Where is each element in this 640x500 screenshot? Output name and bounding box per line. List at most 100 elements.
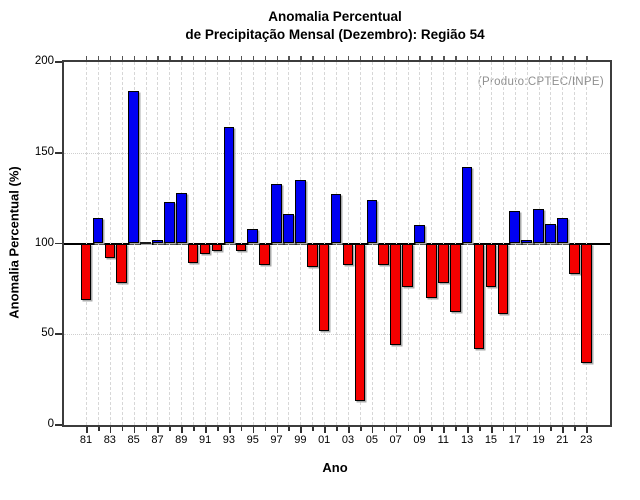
x-tick-mark-13 [467,427,469,433]
x-tick-label-23: 23 [580,434,593,446]
x-tick-mark-98 [288,427,291,431]
vgridline-89 [181,62,183,425]
vgridline-05 [371,62,373,425]
top-tick-14 [479,56,481,60]
x-tick-mark-12 [455,427,457,431]
bar-11 [438,243,449,284]
top-tick-12 [455,56,457,60]
x-tick-label-95: 95 [246,434,259,446]
bar-85 [128,91,139,244]
top-tick-01 [324,56,326,60]
x-tick-mark-99 [300,427,302,433]
top-tick-08 [407,56,409,60]
top-tick-10 [431,56,433,60]
x-tick-mark-00 [312,427,314,431]
x-tick-mark-14 [479,427,481,431]
x-tick-label-09: 09 [413,434,426,446]
bar-21 [557,218,568,244]
top-tick-92 [217,56,219,60]
x-tick-mark-83 [109,427,112,433]
bar-15 [485,243,497,288]
bar-16 [497,243,509,315]
x-tick-mark-93 [228,427,231,433]
bar-06 [378,243,390,266]
plot-area: (Produto:CPTEC/INPE) [62,60,612,427]
vgridline-87 [157,62,159,425]
y-tick-mark-200 [55,61,62,63]
top-tick-93 [228,56,231,60]
x-tick-mark-01 [324,427,326,433]
x-tick-mark-91 [205,427,207,433]
top-tick-22 [574,56,576,60]
vgridline-19 [538,62,540,425]
bar-13 [461,167,473,244]
bar-86 [140,241,151,244]
x-tick-mark-05 [371,427,374,433]
x-tick-label-91: 91 [198,434,212,446]
y-tick-label-150: 150 [34,145,54,158]
top-tick-96 [264,56,266,60]
x-tick-label-89: 89 [175,434,188,446]
y-tick-label-50: 50 [41,327,54,340]
x-tick-label-81: 81 [79,434,93,446]
x-tick-mark-89 [181,427,183,433]
x-tick-label-07: 07 [389,434,402,446]
bar-83 [104,243,116,259]
top-tick-17 [514,56,517,60]
y-tick-mark-50 [55,333,62,336]
bar-02 [330,194,342,244]
source-annotation: (Produto:CPTEC/INPE) [477,76,604,88]
top-tick-90 [193,56,195,60]
top-tick-03 [348,56,350,60]
x-tick-label-19: 19 [532,434,545,446]
top-tick-11 [443,56,445,60]
top-tick-85 [133,56,135,60]
top-tick-82 [97,56,100,60]
bar-81 [80,243,92,300]
top-tick-86 [145,56,147,60]
bar-96 [259,243,270,266]
x-tick-mark-84 [121,427,124,431]
top-tick-05 [371,56,374,60]
chart-title-line2: de Precipitação Mensal (Dezembro): Regiã… [185,27,485,42]
x-tick-mark-97 [276,427,279,433]
x-tick-label-21: 21 [556,434,569,446]
top-tick-83 [109,56,112,60]
top-tick-95 [252,56,255,60]
x-tick-mark-21 [562,427,564,433]
x-tick-mark-06 [383,427,386,431]
bar-99 [295,179,306,244]
bar-00 [306,243,318,268]
top-tick-06 [383,56,386,60]
vgridline-93 [228,62,230,425]
x-tick-mark-20 [550,427,553,431]
x-tick-mark-22 [574,427,576,431]
x-tick-mark-09 [419,427,422,433]
top-tick-02 [336,56,338,60]
vgridline-02 [336,62,338,425]
vgridline-18 [526,62,528,425]
x-tick-mark-92 [217,427,219,431]
x-tick-mark-16 [502,427,505,431]
vgridline-82 [97,62,99,425]
x-tick-mark-94 [240,427,243,431]
y-tick-label-100: 100 [34,236,54,249]
y-tick-mark-100 [55,242,62,245]
top-tick-21 [562,56,564,60]
bar-07 [390,243,401,346]
x-tick-label-85: 85 [127,434,140,446]
x-tick-mark-02 [336,427,338,431]
x-tick-mark-11 [443,427,445,433]
top-tick-84 [121,56,124,60]
x-tick-mark-82 [97,427,100,431]
top-tick-16 [502,56,505,60]
top-tick-99 [300,56,302,60]
bar-97 [271,183,282,244]
vgridline-98 [288,62,290,425]
top-tick-20 [550,56,552,60]
x-tick-mark-19 [538,427,541,433]
bar-87 [152,239,163,244]
vgridline-09 [419,62,421,425]
bar-88 [164,201,175,244]
